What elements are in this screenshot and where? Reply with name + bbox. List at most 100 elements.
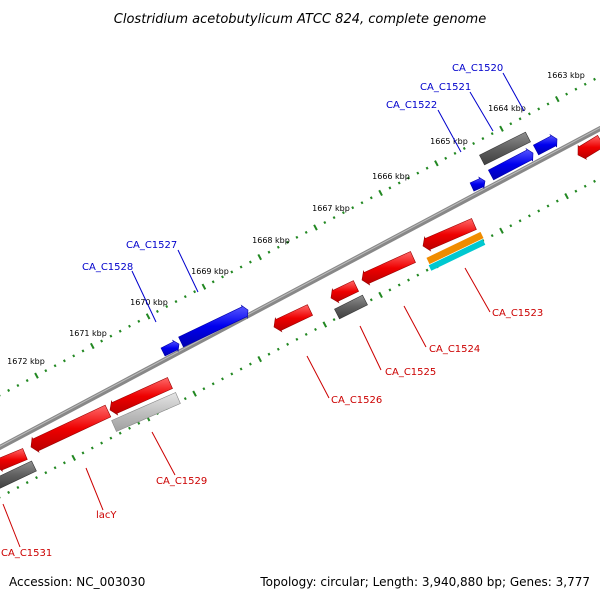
track-dot [239,367,243,371]
track-dot [165,304,169,309]
track-dot [388,288,392,292]
orange-feature [426,231,484,265]
track-dot [267,352,271,356]
gene-arrow [577,134,600,160]
ruler-tick-label: 1671 kbp [69,329,107,338]
track-dot [267,250,271,254]
track-dot [230,270,234,274]
track-dot [221,275,224,279]
track-dot [472,141,476,146]
ruler-labels: 1663 kbp 1664 kbp 1665 kbp 1666 kbp 1667 kbp… [7,71,585,366]
track-dot [295,337,299,341]
track-dot [407,176,410,180]
track-dot [537,107,541,111]
track-dot [407,278,410,282]
gene-arrow [532,133,558,156]
track-dot [239,265,243,269]
gene-arrow [111,392,181,432]
track-dot [416,273,420,277]
genome-summary-text: Topology: circular; Length: 3,940,880 bp… [259,575,590,589]
track-dot [314,327,317,331]
track-dot [155,309,159,313]
track-dot [7,388,11,392]
track-dot [128,426,131,430]
gene-arrow [361,251,416,286]
gene-arrow [160,339,180,357]
track-dot [555,199,559,203]
gene-arrow [30,404,112,453]
label-leader-line [469,91,494,132]
track-dot [193,290,197,294]
track-dot [564,193,569,200]
track-dot [62,359,66,363]
gene-label: CA_C1531 [1,548,52,559]
gene-label: CA_C1528 [82,262,133,273]
gene-arrow [178,304,249,348]
gene-label: CA_C1527 [126,240,177,251]
track-dot [201,283,207,290]
track-dot [183,295,187,299]
track-dot [81,451,85,455]
label-leader-line [131,270,157,323]
track-dot [453,151,457,155]
track-dot [425,166,429,170]
track-dot [109,334,113,338]
track-dot [490,132,494,136]
track-dot [100,441,104,445]
track-dot [360,201,364,205]
track-dot [34,372,39,379]
track-dot [286,342,290,346]
track-dot [313,224,318,231]
track-dot [100,339,104,343]
track-dot [230,372,234,376]
track-dot [444,156,448,160]
track-dot [565,92,569,96]
track-dot [378,291,383,299]
track-dot [509,122,513,126]
track-dot [0,393,1,397]
label-leader-line [502,72,525,112]
gene-label: CA_C1529 [156,476,207,487]
genome-backbone [0,125,600,451]
track-dot [518,219,522,223]
track-dot [44,471,48,475]
track-dot [35,476,38,480]
accession-text: Accession: NC_003030 [9,575,145,589]
track-dot [90,342,95,350]
map-title: Clostridium acetobutylicum ATCC 824, com… [114,12,486,27]
label-leader-line [151,431,176,476]
track-dot [295,235,299,239]
track-dot [388,186,392,190]
gene-arrow [330,280,360,304]
track-dot [71,454,76,461]
track-dot [546,102,550,106]
track-dot [202,387,206,391]
track-dot [574,87,578,91]
gene-label: CA_C1522 [386,100,437,111]
label-leader-line [403,305,427,348]
ruler-tick-label: 1669 kbp [191,267,229,276]
track-dot [81,349,85,353]
track-dot [248,362,252,366]
gene-arrow [273,304,314,333]
label-leader-line [359,325,382,371]
track-dot [593,179,596,183]
label-leader-line [464,267,491,313]
track-dot [221,377,224,381]
gene-arrow [109,377,173,416]
track-dot [7,490,11,494]
track-dot [499,125,504,132]
track-dot [369,298,373,302]
ruler-tick-label: 1672 kbp [7,357,45,366]
track-dot [555,95,560,103]
label-leader-line [306,355,330,399]
label-leader-line [437,109,462,153]
track-dot [248,260,252,264]
ruler-tick-label: 1663 kbp [547,71,585,80]
track-dot [397,283,401,287]
track-dot [304,332,308,336]
ruler-tick-label: 1666 kbp [372,172,410,181]
track-dot [72,354,76,358]
track-dot [145,313,151,320]
track-dot [118,329,122,333]
